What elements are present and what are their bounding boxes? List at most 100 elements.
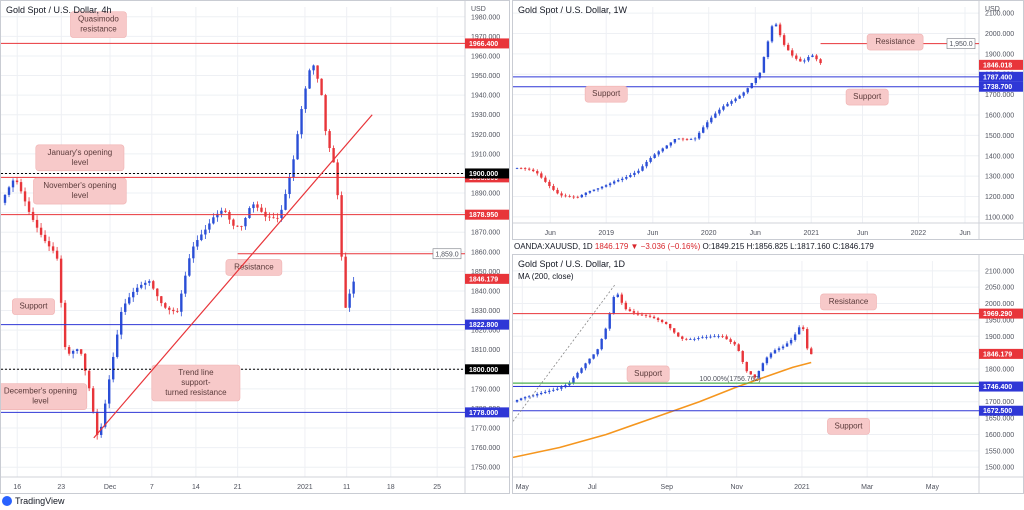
candle-body [754, 77, 758, 84]
candle-body [656, 318, 660, 320]
candle-body [316, 65, 319, 79]
candle-body [600, 338, 603, 350]
support-label-left-box [584, 85, 628, 103]
support-1672-tag [979, 405, 1023, 416]
last-price: 1846.179 [594, 242, 629, 251]
candle-body [709, 336, 712, 338]
candle-body [519, 398, 523, 400]
candle-body [786, 44, 790, 51]
candle-body [633, 172, 636, 176]
resistance-1969-tag [979, 308, 1023, 319]
candle-body [552, 186, 555, 190]
y-tick-label: 1950.000 [471, 73, 500, 80]
candle-body [132, 291, 135, 298]
candle-body [332, 148, 335, 163]
chart-1w[interactable]: 1100.000 1200.000 1300.000 1400.000 1500.000… [513, 1, 1023, 239]
candle-body [778, 24, 782, 36]
candle-body [777, 348, 781, 351]
candle-body [256, 204, 259, 208]
candle-body [67, 347, 71, 354]
support-tag-label: 1822.800 [469, 322, 498, 329]
candle-body [681, 138, 685, 140]
candle-body [722, 106, 725, 110]
trendline-label-line: support- [181, 378, 211, 387]
candle-body [774, 24, 778, 27]
candle-body [164, 303, 167, 308]
candle-body [172, 309, 175, 312]
support-label-right-box [845, 88, 889, 106]
candle-body [168, 307, 171, 310]
candle-body [773, 350, 777, 354]
candle-body [11, 180, 15, 188]
candle-body [140, 284, 143, 288]
chart-4h[interactable]: 1750.0001760.0001770.0001780.0001790.000… [1, 1, 509, 493]
resistance-label-line: Resistance [234, 262, 274, 271]
candle-body [795, 55, 798, 59]
support-1672-tag-label: 1672.500 [983, 408, 1012, 415]
candle-body [39, 227, 43, 235]
y-tick-label: 1770.000 [471, 426, 500, 433]
candle-body [781, 346, 785, 349]
candle-body [148, 281, 151, 283]
decembers-opening-tag-label: 1778.000 [469, 410, 498, 417]
candle-body [240, 226, 243, 227]
brand-name: TradingView [15, 496, 65, 506]
y-tick-label: 1650.000 [985, 416, 1014, 423]
candle-body [204, 229, 207, 235]
candle-body [27, 201, 31, 212]
candle-body [124, 303, 127, 312]
x-tick-label: Mar [861, 484, 874, 491]
candle-body [75, 349, 79, 351]
x-tick-label: Nov [730, 484, 743, 491]
fib-label: 100.00%(1756.762) [699, 376, 761, 383]
candle-body [136, 287, 139, 292]
candle-body [336, 162, 339, 196]
x-tick-label: Dec [104, 484, 117, 491]
candle-body [693, 138, 697, 140]
ma-200-line [513, 361, 812, 459]
symbol: OANDA:XAUUSD, 1D [514, 242, 593, 251]
candle-body [208, 223, 211, 230]
candle-body [580, 194, 583, 198]
candle-body [300, 109, 303, 135]
candle-body [232, 219, 235, 226]
candle-body [785, 343, 789, 347]
candle-body [348, 293, 351, 308]
candle-body [515, 399, 519, 402]
candle-body [742, 92, 745, 96]
candle-body [661, 148, 664, 152]
candle-body [580, 368, 583, 373]
ohlc-line: OANDA:XAUUSD, 1D 1846.179 ▼ −3.036 (−0.1… [514, 242, 874, 251]
resistance-label-line: Resistance [875, 37, 915, 46]
novembers-opening-label-box [33, 177, 127, 205]
y-tick-label: 2100.000 [985, 11, 1014, 18]
candle-body [83, 353, 87, 371]
candle-body [284, 194, 287, 210]
decembers-opening-label-line: December's opening [4, 387, 77, 396]
candle-body [540, 392, 543, 395]
support-label-box [12, 298, 55, 315]
trendline-label-line: turned resistance [165, 388, 227, 397]
candle-body [685, 139, 689, 140]
panel-title: Gold Spot / U.S. Dollar, 1D [518, 259, 626, 269]
candle-body [762, 57, 766, 73]
quasimodo-resistance-label-line: resistance [80, 25, 117, 34]
januarys-opening-label-line: level [72, 158, 89, 167]
candle-body [523, 397, 527, 399]
support-1746-tag [979, 381, 1023, 392]
candle-body [560, 193, 563, 196]
candle-body [51, 246, 55, 251]
y-tick-label: 1550.000 [985, 448, 1014, 455]
trend-line [93, 114, 373, 439]
candle-body [596, 188, 600, 190]
candle-body [523, 168, 527, 169]
support-1738-tag-label: 1738.700 [983, 84, 1012, 91]
candle-body [296, 134, 299, 160]
tradingview-brand[interactable]: TradingView [2, 496, 65, 506]
candle-body [535, 394, 539, 396]
x-tick-label: 2021 [803, 230, 819, 237]
candle-body [268, 216, 271, 218]
candle-body [632, 311, 636, 313]
chart-1d[interactable]: 1500.000 1550.000 1600.000 1650.000 1700.000… [513, 255, 1023, 493]
candle-body [616, 294, 619, 297]
